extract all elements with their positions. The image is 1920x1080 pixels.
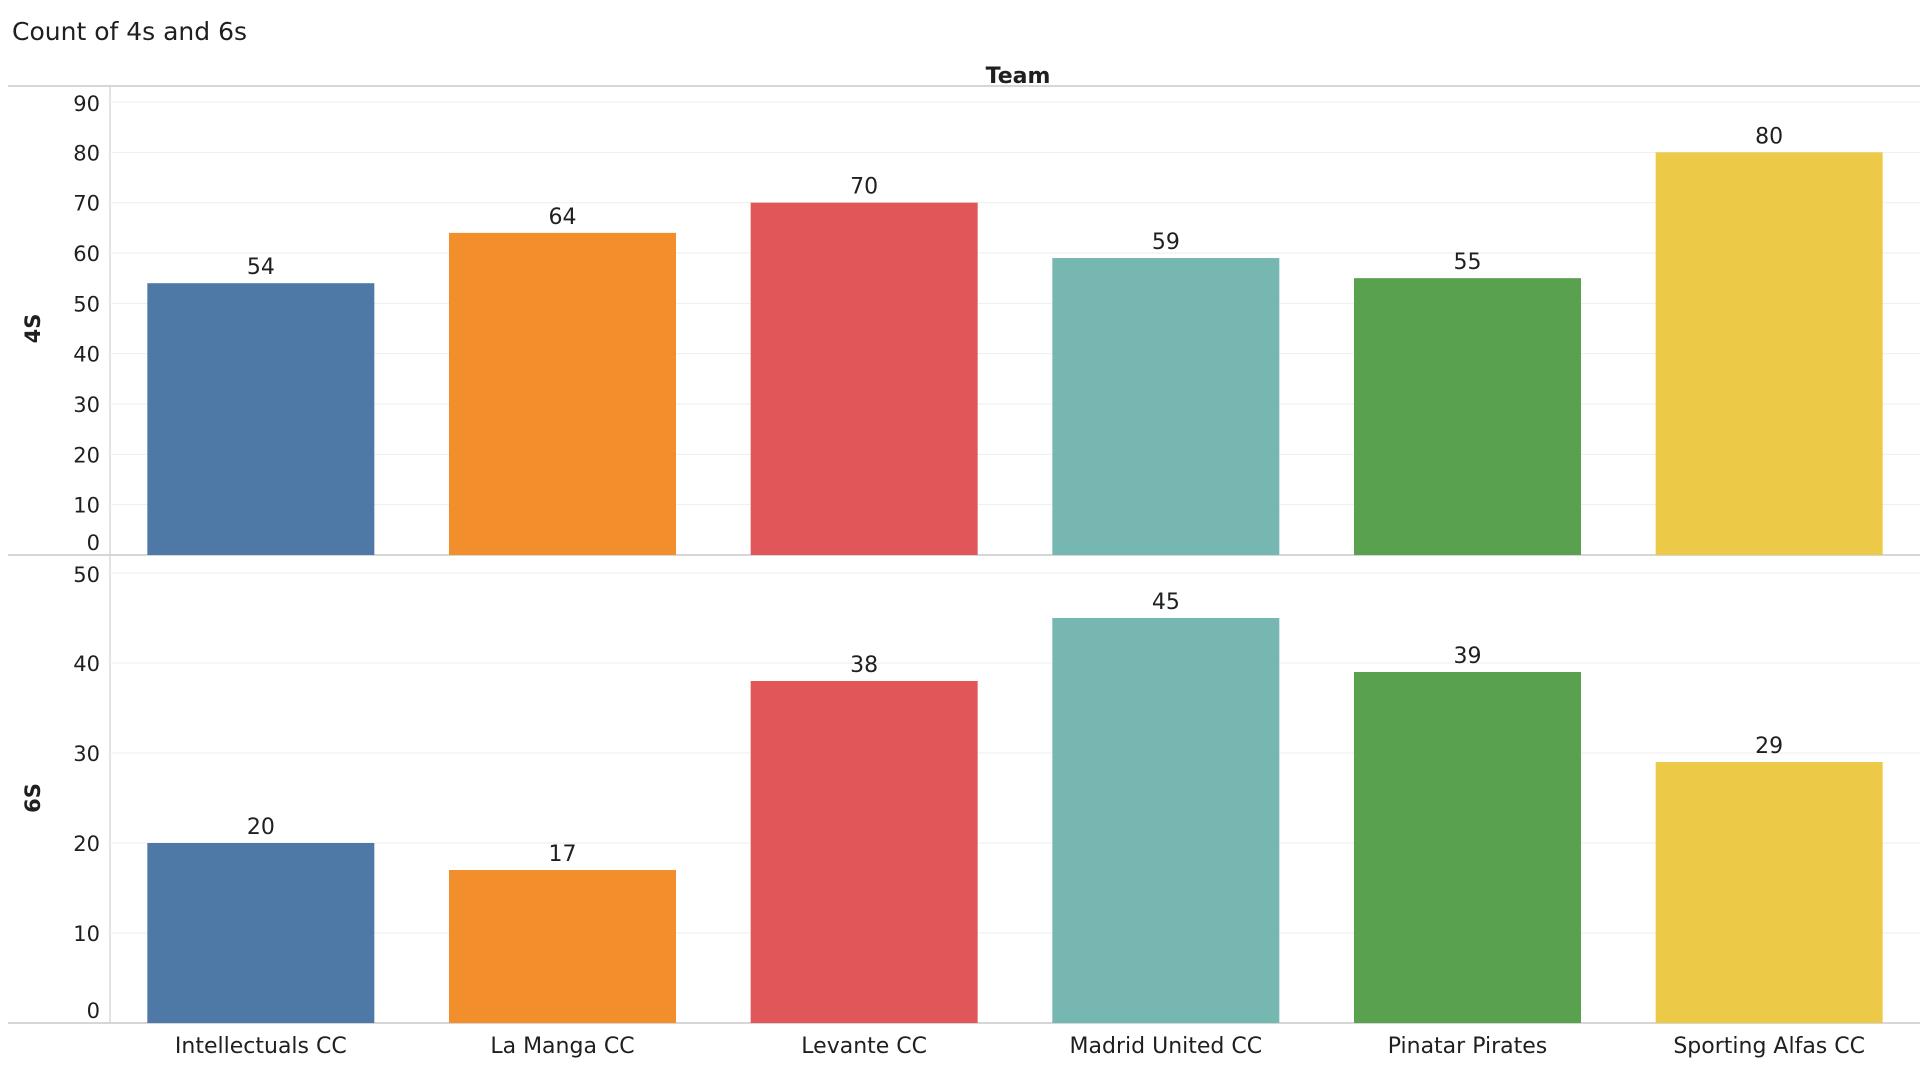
bar-madrid-united-cc [1052,258,1280,555]
x-category-label: Pinatar Pirates [1388,1034,1548,1059]
bar-levante-cc [750,681,978,1023]
data-label: 54 [247,255,275,280]
bar-sporting-alfas-cc [1655,152,1883,556]
bar-intellectuals-cc [147,283,375,555]
y-tick-label: 50 [73,292,100,316]
bar-pinatar-pirates [1354,672,1581,1023]
y-tick-label: 70 [73,192,100,216]
bar-levante-cc [750,202,978,555]
bar-intellectuals-cc [147,843,375,1023]
data-label: 55 [1454,250,1482,275]
bar-madrid-united-cc [1052,618,1280,1023]
y-tick-label: 20 [73,443,100,467]
column-header: Team [986,64,1051,89]
data-label: 45 [1152,590,1180,615]
y-tick-label: 20 [73,832,100,856]
y-tick-label: 40 [73,652,100,676]
x-category-label: Sporting Alfas CC [1673,1034,1865,1059]
bar-la-manga-cc [449,232,676,555]
data-label: 39 [1454,644,1482,669]
x-category-label: Levante CC [801,1034,927,1059]
x-category-label: Intellectuals CC [175,1034,347,1059]
data-label: 80 [1755,124,1783,149]
y-axis-title: 4S [21,314,45,344]
y-tick-label: 0 [87,999,100,1023]
data-label: 70 [850,175,878,200]
data-label: 29 [1755,734,1783,759]
bar-sporting-alfas-cc [1655,762,1883,1023]
data-label: 17 [549,842,577,867]
bar-la-manga-cc [449,870,676,1023]
y-tick-label: 60 [73,242,100,266]
data-label: 20 [247,815,275,840]
y-tick-label: 0 [87,531,100,555]
bar-pinatar-pirates [1354,278,1581,555]
data-label: 59 [1152,230,1180,255]
data-label: 64 [549,205,577,230]
x-category-label: La Manga CC [490,1034,634,1059]
y-tick-label: 10 [73,922,100,946]
y-tick-label: 80 [73,141,100,165]
y-tick-label: 10 [73,494,100,518]
panel-4S: 0 10 20 30 40 50 60 70 80 90 4S 54 64 70 59 55 80 [21,92,1920,556]
x-category-label: Madrid United CC [1070,1034,1263,1059]
y-tick-label: 50 [73,563,100,587]
chart-panels: 0 10 20 30 40 50 60 70 80 90 4S 54 64 70 59 55 80 0 10 20 30… [8,85,1920,1059]
y-axis-title: 6S [21,783,45,813]
chart-title: Count of 4s and 6s [12,17,247,46]
panel-6S: 0 10 20 30 40 50 6S 20 17 38 45 39 29 [21,563,1920,1023]
y-tick-label: 90 [73,92,100,116]
y-tick-label: 40 [73,343,100,367]
y-tick-label: 30 [73,742,100,766]
data-label: 38 [850,653,878,678]
y-tick-label: 30 [73,393,100,417]
